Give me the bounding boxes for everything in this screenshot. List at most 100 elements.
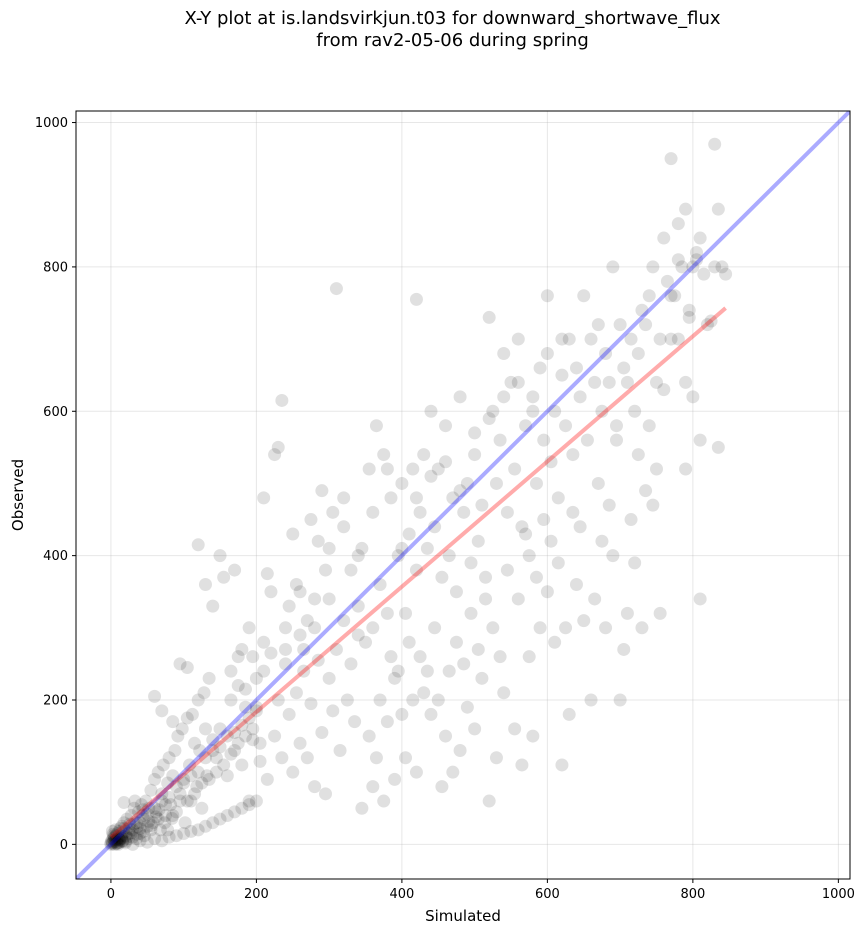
scatter-point	[384, 650, 398, 664]
scatter-point	[540, 585, 554, 599]
scatter-point	[282, 599, 296, 613]
scatter-point	[526, 404, 540, 418]
scatter-point	[497, 390, 511, 404]
scatter-point	[475, 671, 489, 685]
scatter-point	[566, 505, 580, 519]
scatter-point	[406, 693, 420, 707]
reference-lines	[76, 111, 850, 879]
scatter-point	[202, 772, 216, 786]
scatter-point	[161, 776, 175, 790]
scatter-point	[304, 697, 318, 711]
scatter-point	[424, 404, 438, 418]
scatter-point	[620, 606, 634, 620]
scatter-point	[511, 592, 525, 606]
x-tick-label: 1000	[822, 887, 855, 902]
scatter-point	[126, 823, 140, 837]
y-tick-label: 600	[43, 405, 68, 420]
scatter-point	[127, 817, 141, 831]
scatter-point	[238, 682, 252, 696]
scatter-point	[322, 592, 336, 606]
scatter-point	[577, 289, 591, 303]
identity-line	[76, 111, 850, 879]
scatter-point	[388, 671, 402, 685]
scatter-point	[646, 260, 660, 274]
x-tick-label: 0	[107, 887, 115, 902]
scatter-point	[417, 448, 431, 462]
scatter-point	[700, 318, 714, 332]
scatter-point	[118, 834, 132, 848]
scatter-point	[228, 725, 242, 739]
scatter-point	[130, 827, 144, 841]
scatter-point	[664, 332, 678, 346]
scatter-point	[140, 819, 154, 833]
scatter-point	[311, 653, 325, 667]
scatter-point	[140, 807, 154, 821]
scatter-point	[242, 621, 256, 635]
scatter-point	[145, 819, 159, 833]
scatter-point	[704, 314, 718, 328]
scatter-point	[606, 260, 620, 274]
x-tick-label: 800	[680, 887, 705, 902]
scatter-point	[446, 491, 460, 505]
scatter-point	[500, 563, 514, 577]
scatter-point	[511, 375, 525, 389]
scatter-point	[111, 832, 125, 846]
scatter-point	[479, 592, 493, 606]
scatter-point	[111, 837, 125, 851]
scatter-point	[238, 729, 252, 743]
scatter-point	[562, 332, 576, 346]
scatter-point	[162, 790, 176, 804]
scatter-point	[369, 419, 383, 433]
scatter-point	[399, 606, 413, 620]
scatter-point	[106, 832, 120, 846]
scatter-point	[242, 794, 256, 808]
scatter-point	[115, 829, 129, 843]
scatter-point	[279, 621, 293, 635]
scatter-point	[136, 803, 150, 817]
scatter-point	[577, 614, 591, 628]
scatter-point	[162, 751, 176, 765]
scatter-point	[442, 664, 456, 678]
scatter-point	[409, 765, 423, 779]
scatter-point	[275, 393, 289, 407]
scatter-point	[246, 733, 260, 747]
scatter-point	[264, 646, 278, 660]
scatter-point	[113, 832, 127, 846]
scatter-point	[110, 833, 124, 847]
scatter-point	[231, 679, 245, 693]
scatter-point	[139, 794, 153, 808]
scatter-point	[113, 821, 127, 835]
scatter-point	[206, 816, 220, 830]
scatter-point	[195, 801, 209, 815]
scatter-point	[362, 462, 376, 476]
scatter-point	[460, 476, 474, 490]
scatter-point	[148, 689, 162, 703]
scatter-point	[715, 260, 729, 274]
scatter-point	[304, 513, 318, 527]
scatter-point	[202, 671, 216, 685]
scatter-point	[373, 693, 387, 707]
scatter-point	[617, 642, 631, 656]
scatter-point	[708, 137, 722, 151]
scatter-point	[105, 834, 119, 848]
scatter-point	[428, 520, 442, 534]
scatter-point	[620, 375, 634, 389]
scatter-point	[224, 747, 238, 761]
scatter-point	[646, 498, 660, 512]
scatter-point	[311, 534, 325, 548]
scatter-point	[366, 621, 380, 635]
scatter-point	[268, 729, 282, 743]
scatter-point	[253, 754, 267, 768]
scatter-point	[471, 534, 485, 548]
scatter-point	[584, 693, 598, 707]
scatter-point	[144, 783, 158, 797]
scatter-point	[134, 798, 148, 812]
scatter-point	[555, 332, 569, 346]
scatter-point	[155, 834, 169, 848]
scatter-point	[155, 704, 169, 718]
scatter-point	[126, 837, 140, 851]
scatter-point	[286, 765, 300, 779]
scatter-point	[279, 642, 293, 656]
scatter-point	[191, 538, 205, 552]
scatter-point	[246, 722, 260, 736]
